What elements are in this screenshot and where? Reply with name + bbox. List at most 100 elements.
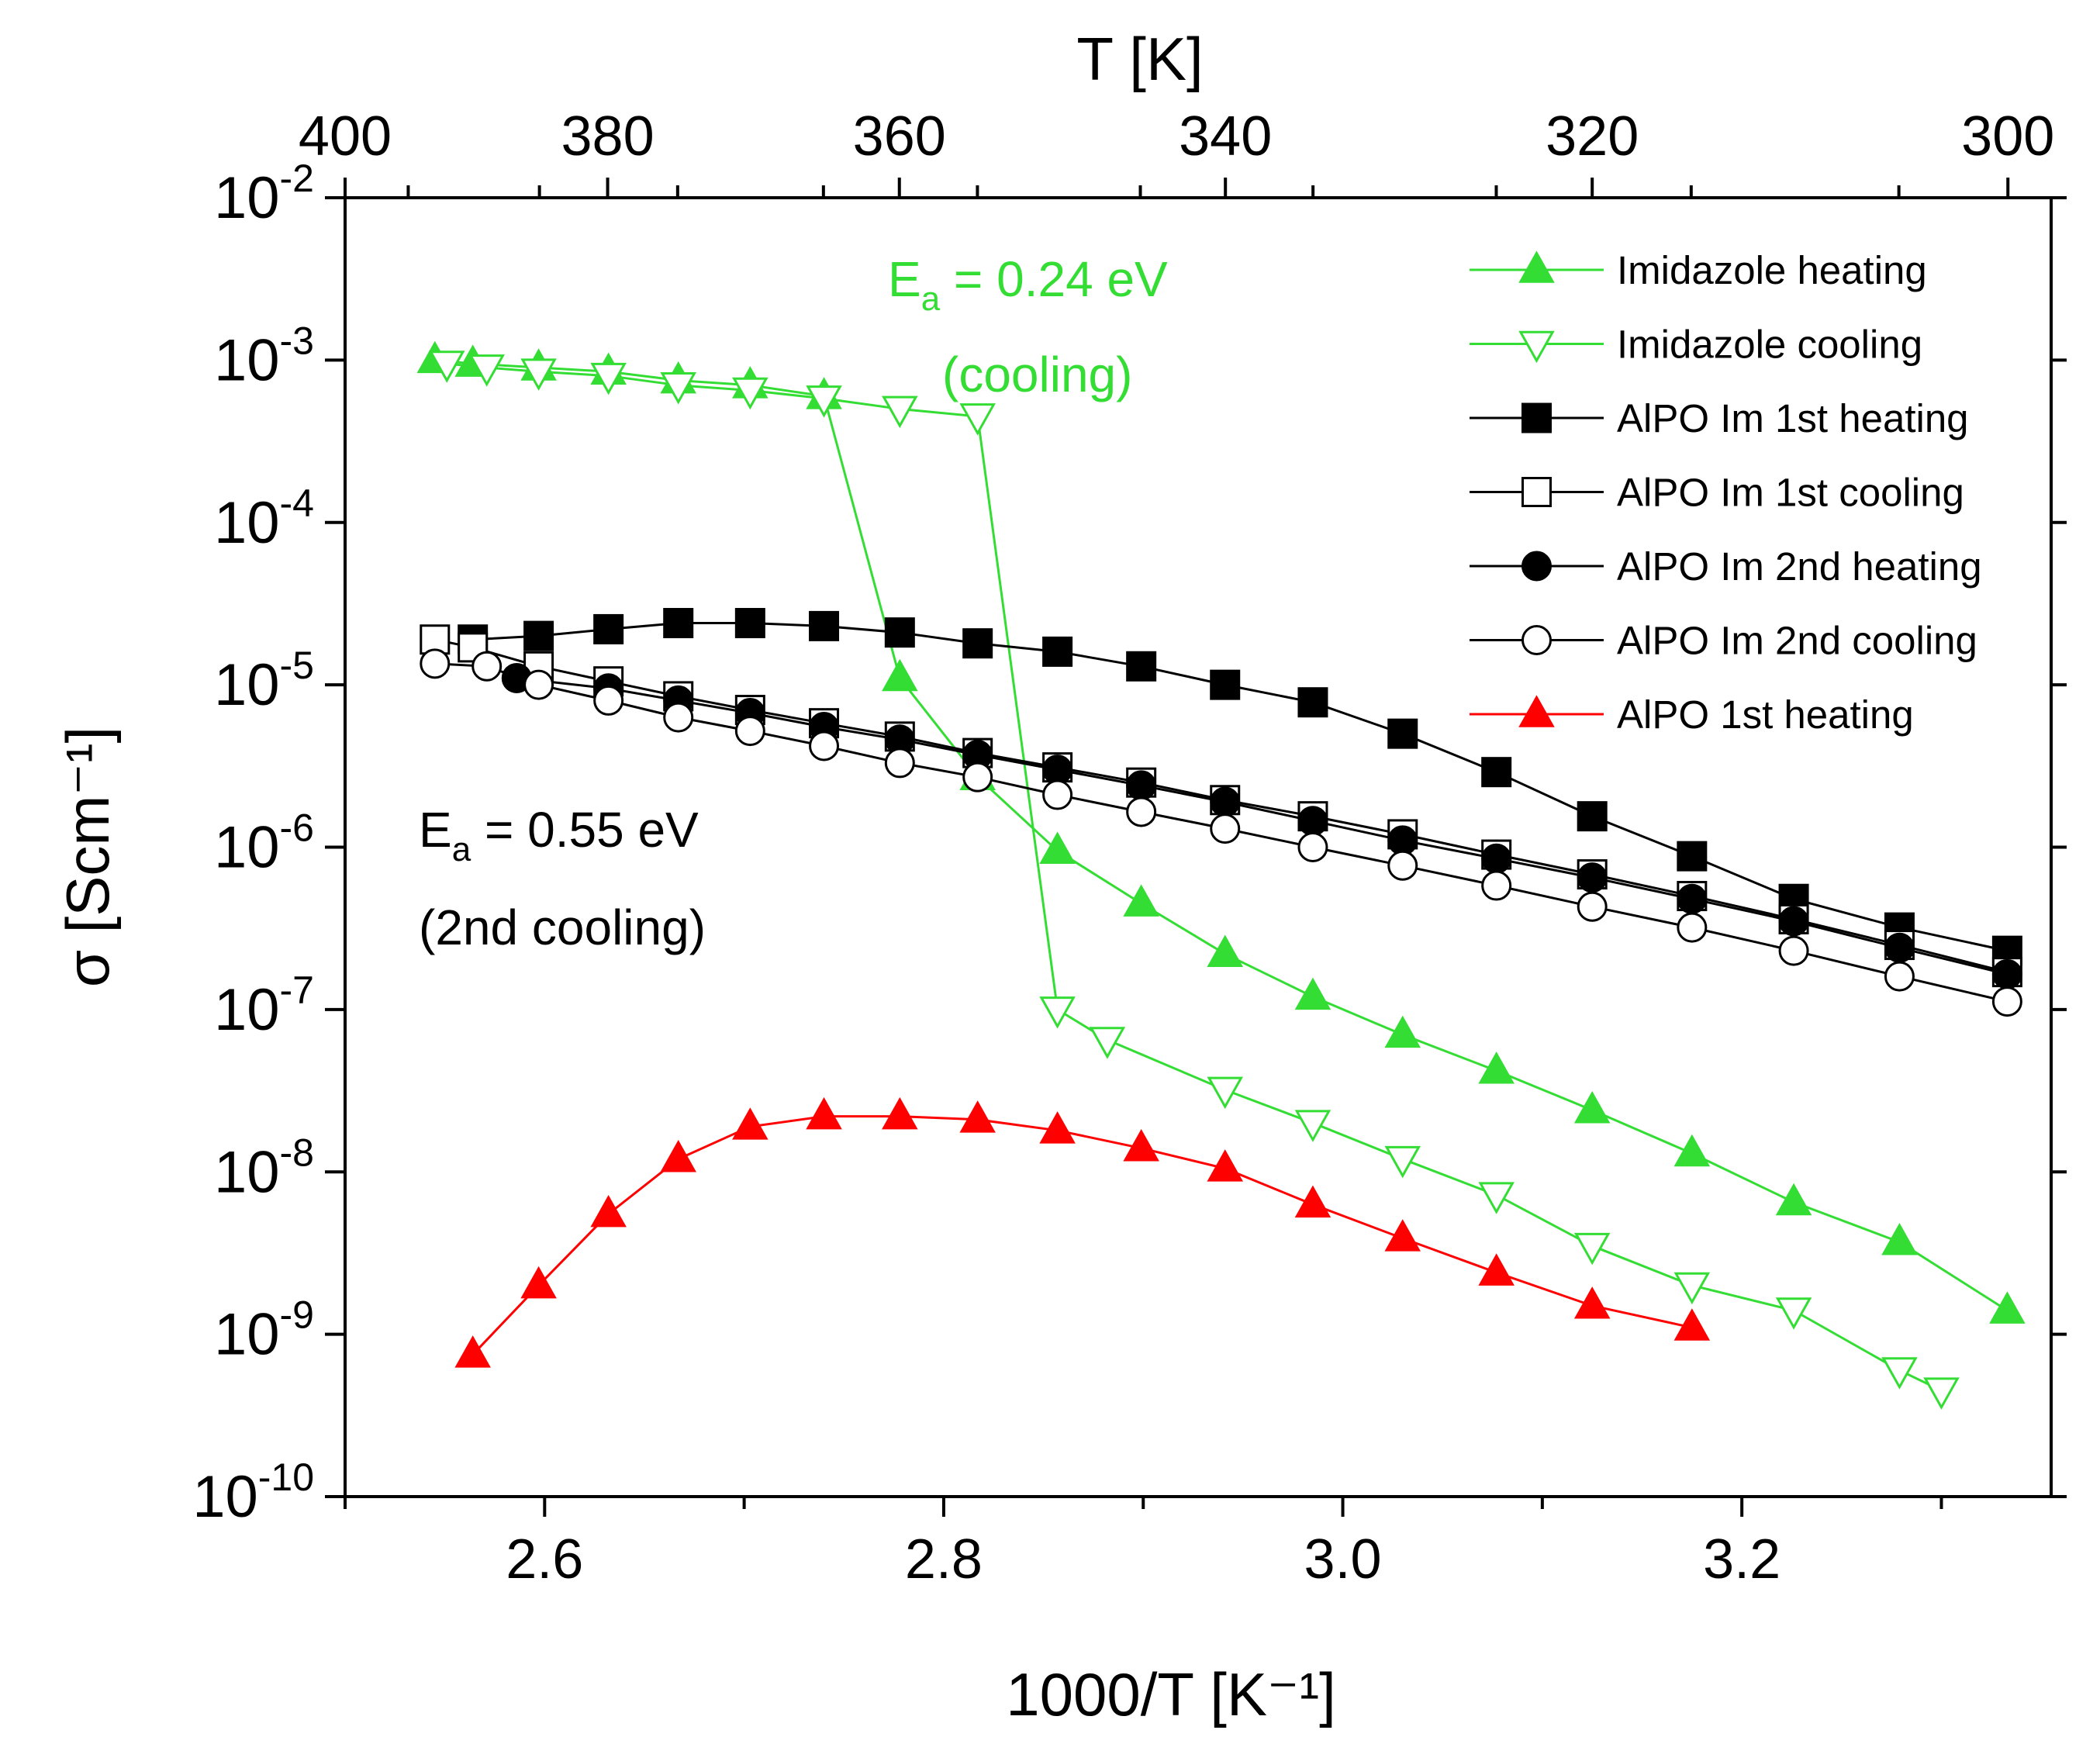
series-5 bbox=[420, 648, 2022, 1017]
annotation-ea-2nd-rest: = 0.55 eV bbox=[471, 802, 699, 858]
data-point bbox=[663, 608, 694, 639]
legend-item: AlPO Im 1st heating bbox=[1470, 396, 1969, 440]
data-point bbox=[1577, 801, 1608, 832]
legend-label: AlPO Im 1st cooling bbox=[1617, 471, 1964, 515]
top-tick-label: 380 bbox=[561, 105, 654, 167]
data-point bbox=[1478, 1182, 1515, 1214]
annotation-ea-2nd-main: E bbox=[419, 802, 452, 858]
data-point bbox=[1123, 884, 1159, 917]
annotation-ea-cooling-sub: a bbox=[921, 280, 941, 318]
data-point bbox=[962, 761, 993, 793]
legend-item: AlPO Im 2nd cooling bbox=[1470, 619, 1977, 663]
legend-marker bbox=[1521, 625, 1552, 655]
data-point bbox=[1881, 1357, 1918, 1390]
legend-label: Imidazole cooling bbox=[1617, 323, 1922, 367]
data-point bbox=[882, 658, 918, 692]
data-point bbox=[1677, 883, 1708, 914]
data-point bbox=[428, 351, 465, 383]
x-axis-label: 1000/T [K⁻¹] bbox=[1006, 1660, 1336, 1728]
legend-marker bbox=[1518, 250, 1555, 283]
data-point bbox=[1039, 831, 1076, 864]
legend-item: AlPO 1st heating bbox=[1470, 692, 1914, 737]
data-point bbox=[1039, 1111, 1076, 1144]
data-point bbox=[1294, 977, 1331, 1010]
data-point bbox=[1297, 687, 1328, 718]
data-point bbox=[1573, 1286, 1611, 1319]
x-tick-label: 3.2 bbox=[1703, 1528, 1781, 1590]
data-point bbox=[806, 385, 842, 418]
series-6 bbox=[454, 1096, 1711, 1368]
series-1 bbox=[428, 351, 1960, 1410]
legend-label: Imidazole heating bbox=[1617, 248, 1927, 292]
data-point bbox=[1775, 1183, 1812, 1216]
data-point bbox=[959, 403, 996, 436]
series-layer bbox=[416, 340, 2026, 1410]
data-point bbox=[806, 1096, 842, 1130]
data-point bbox=[959, 1100, 996, 1133]
legend: Imidazole heating Imidazole cooling AlPO I… bbox=[1470, 248, 1982, 737]
data-point bbox=[1294, 1185, 1331, 1218]
annotation-cooling-label: (cooling) bbox=[942, 347, 1132, 402]
legend-label: AlPO Im 2nd cooling bbox=[1617, 619, 1977, 663]
data-point bbox=[1210, 813, 1241, 844]
data-point bbox=[1207, 1149, 1243, 1182]
data-point bbox=[1481, 870, 1512, 901]
data-point bbox=[1573, 1232, 1611, 1266]
y-tick-label: 10-10 bbox=[192, 1456, 314, 1530]
data-point bbox=[1778, 906, 1809, 937]
data-point bbox=[1478, 1052, 1515, 1084]
data-point bbox=[1673, 1134, 1711, 1167]
series-line bbox=[471, 1115, 1693, 1355]
data-point bbox=[1989, 1291, 2026, 1324]
data-point bbox=[1042, 636, 1073, 667]
y-axis-label: σ [Scm⁻¹] bbox=[54, 727, 122, 987]
data-point bbox=[663, 702, 694, 733]
legend-label: AlPO Im 2nd heating bbox=[1617, 544, 1982, 589]
legend-marker bbox=[1521, 477, 1552, 507]
data-point bbox=[468, 354, 505, 387]
data-point bbox=[523, 669, 554, 700]
annotation-ea-2nd-sub: a bbox=[452, 831, 471, 868]
annotation-2nd-cooling-label: (2nd cooling) bbox=[419, 900, 706, 955]
top-tick-label: 320 bbox=[1546, 105, 1639, 167]
data-point bbox=[1991, 958, 2022, 989]
data-point bbox=[1778, 935, 1809, 966]
legend-label: AlPO Im 1st heating bbox=[1617, 396, 1969, 440]
x-tick-label: 3.0 bbox=[1304, 1528, 1382, 1590]
legend-marker bbox=[1518, 330, 1555, 364]
data-point bbox=[1089, 1027, 1126, 1059]
legend-marker bbox=[1518, 695, 1555, 727]
data-point bbox=[1673, 1308, 1711, 1341]
data-point bbox=[590, 362, 627, 395]
data-point bbox=[1123, 1128, 1159, 1162]
legend-item: Imidazole cooling bbox=[1470, 323, 1922, 367]
data-point bbox=[1991, 986, 2022, 1017]
data-point bbox=[471, 651, 503, 682]
data-point bbox=[1884, 961, 1915, 992]
top-tick-label: 340 bbox=[1179, 105, 1272, 167]
data-point bbox=[1207, 1076, 1243, 1110]
x-tick-label: 2.8 bbox=[905, 1528, 983, 1590]
data-point bbox=[1677, 912, 1708, 943]
data-point bbox=[884, 617, 915, 648]
data-point bbox=[454, 1335, 491, 1368]
data-point bbox=[593, 613, 624, 644]
annotation-ea-cooling-rest: = 0.24 eV bbox=[940, 251, 1168, 307]
data-point bbox=[593, 685, 624, 716]
y-tick-label: 10-2 bbox=[214, 157, 314, 231]
annotation-ea-cooling-main: E bbox=[888, 251, 921, 307]
data-point bbox=[1923, 1377, 1960, 1410]
data-point bbox=[1126, 770, 1157, 801]
data-point bbox=[882, 395, 918, 429]
y-tick-label: 10-3 bbox=[214, 319, 314, 393]
data-point bbox=[1481, 757, 1512, 788]
y-tick-label: 10-8 bbox=[214, 1131, 314, 1205]
data-point bbox=[1577, 862, 1608, 893]
data-point bbox=[1673, 1272, 1711, 1305]
data-point bbox=[520, 1266, 557, 1299]
data-point bbox=[1387, 825, 1418, 856]
data-point bbox=[1478, 1253, 1515, 1286]
data-point bbox=[1297, 832, 1328, 862]
